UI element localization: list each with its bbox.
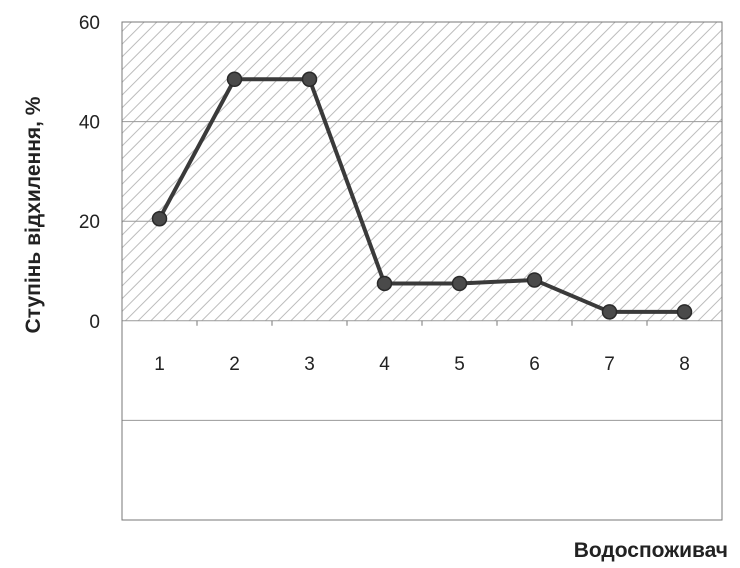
y-tick-label: 60 xyxy=(79,13,100,34)
y-tick-label: 0 xyxy=(89,312,100,333)
y-tick-label: 20 xyxy=(79,212,100,233)
x-axis-title: Водоспоживач xyxy=(574,539,728,562)
grid-lines xyxy=(122,121,722,421)
x-tick-label: 2 xyxy=(229,354,240,375)
data-point xyxy=(376,275,393,292)
x-tick-label: 8 xyxy=(679,354,690,375)
hatched-region xyxy=(122,22,722,321)
y-tick-label: 40 xyxy=(79,113,100,134)
y-axis-tick-labels: 60 40 20 0 xyxy=(79,13,100,333)
data-point xyxy=(526,272,543,288)
series-markers xyxy=(151,71,693,320)
x-axis-ticks xyxy=(121,320,723,326)
plot-area xyxy=(121,21,723,521)
x-axis-tick-labels: 1 2 3 4 5 6 7 8 xyxy=(154,354,690,375)
x-tick-label: 1 xyxy=(154,354,165,375)
x-tick-label: 3 xyxy=(304,354,315,375)
x-tick-label: 7 xyxy=(604,354,615,375)
x-tick-label: 4 xyxy=(379,354,390,375)
data-point xyxy=(151,210,168,227)
x-tick-label: 5 xyxy=(454,354,465,375)
data-point xyxy=(676,304,693,320)
series-line xyxy=(157,77,685,314)
y-axis-title: Ступінь відхилення, % xyxy=(22,96,45,333)
x-tick-label: 6 xyxy=(529,354,540,375)
data-point xyxy=(226,71,243,88)
data-point xyxy=(601,304,618,320)
data-point xyxy=(451,275,468,292)
plot-frame xyxy=(121,21,723,521)
data-point xyxy=(301,71,318,88)
